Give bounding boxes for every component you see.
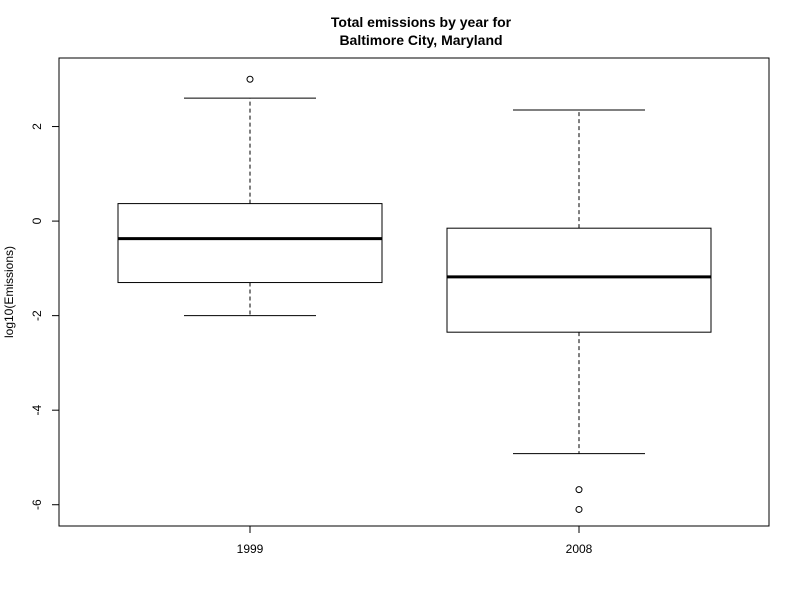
y-tick-label: -6 [30,499,44,510]
x-tick-label: 1999 [237,542,264,556]
y-tick-label: -2 [30,310,44,321]
outlier-point [575,486,583,494]
y-tick-label: -4 [30,405,44,416]
box-2008 [446,109,712,513]
chart-title-line-2: Baltimore City, Maryland [339,32,502,48]
y-tick-label: 0 [30,217,44,224]
x-axis: 1999 2008 [237,525,593,556]
iqr-box [117,203,383,284]
y-tick-label: 2 [30,123,44,130]
box-1999 [117,75,383,317]
y-axis-label: log10(Emissions) [2,246,16,338]
y-axis: -6 -4 -2 0 2 [30,123,59,510]
iqr-box [446,227,712,333]
x-tick-label: 2008 [566,542,593,556]
chart-title-line-1: Total emissions by year for [331,14,512,30]
outlier-point [246,75,254,83]
boxes [117,75,712,513]
outlier-point [575,505,583,513]
